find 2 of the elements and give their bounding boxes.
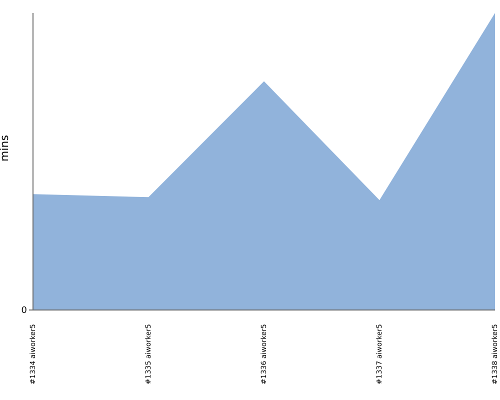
text: 0	[21, 306, 28, 316]
y-axis-title: mins	[0, 134, 11, 162]
